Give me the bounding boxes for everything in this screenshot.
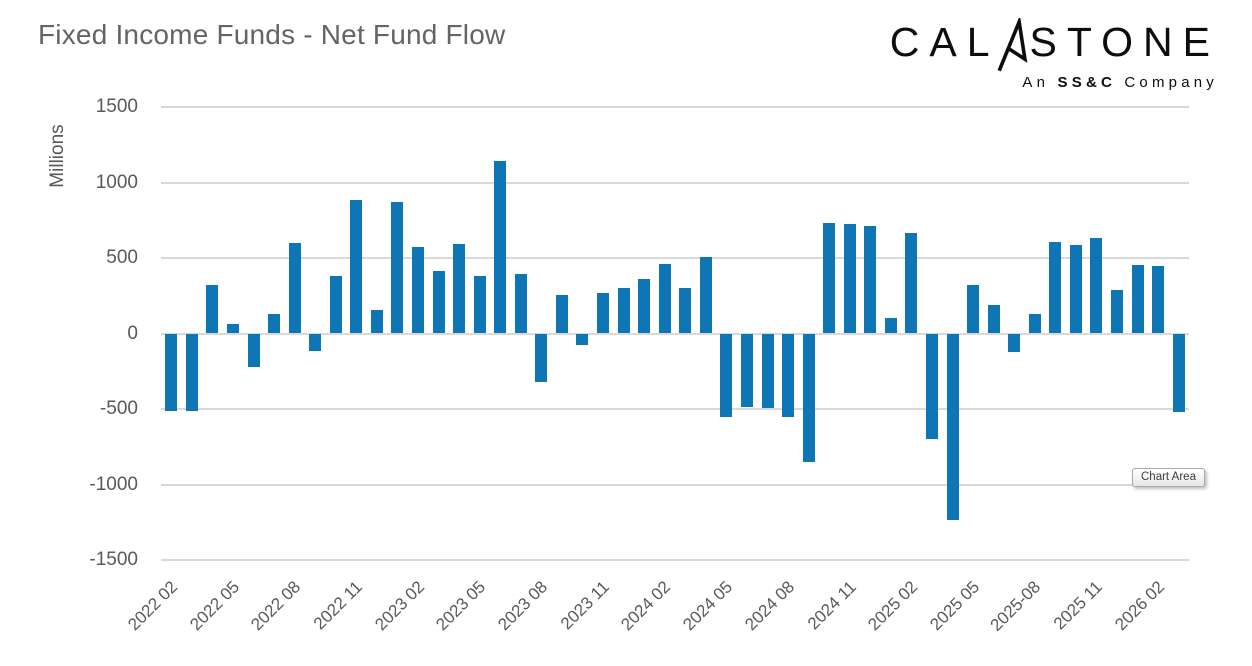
logo-subtitle-suffix: Company [1116,74,1218,91]
bar-2025-03[interactable] [926,333,938,440]
logo-text-left: CAL [889,19,1000,65]
logo-subtitle-ssc: SS&C [1057,74,1117,91]
bar-2024-05[interactable] [720,333,733,417]
chart-title: Fixed Income Funds - Net Fund Flow [38,19,506,50]
bar-2023-04[interactable] [453,244,466,334]
chart-area-tooltip: Chart Area [1132,468,1205,487]
bar-2022-04[interactable] [206,285,219,334]
x-tick-label-2024-08: 2024 08 [740,577,798,635]
bar-2023-06[interactable] [494,161,507,334]
bar-2023-02[interactable] [412,247,424,334]
bar-2026-02[interactable] [1152,265,1165,334]
gridline-0 [161,332,1189,335]
bar-2022-09[interactable] [309,333,322,351]
gridline-1000 [161,181,1189,184]
bar-2022-07[interactable] [268,313,281,334]
x-tick-label-2022-08: 2022 08 [247,577,305,635]
x-tick-label-2025-11: 2025 11 [1050,577,1107,634]
bar-2024-04[interactable] [699,257,712,334]
bar-2025-11[interactable] [1090,237,1103,334]
gridline-500 [161,257,1189,259]
y-tick-label-1000: 1000 [95,171,138,193]
bar-2022-02[interactable] [165,333,178,412]
bar-2025-02[interactable] [905,233,918,334]
bar-2025-08[interactable] [1028,313,1041,334]
bar-2024-07[interactable] [761,333,774,409]
y-tick-label--500: -500 [99,398,138,419]
bar-2022-10[interactable] [329,276,342,334]
logo-subtitle-prefix: An [1022,74,1058,91]
bar-2023-11[interactable] [597,292,610,334]
bar-2022-08[interactable] [288,242,301,334]
bar-2024-02[interactable] [658,264,671,334]
bar-2023-03[interactable] [432,270,445,334]
x-tick-label-2022-05: 2022 05 [185,577,243,635]
calastone-logo: CAL STONE An SS&C Company [890,18,1220,91]
x-tick-label-2023-11: 2023 11 [556,577,613,634]
bar-2026-01[interactable] [1131,264,1144,334]
bar-2022-06[interactable] [247,333,260,367]
bar-2025-01[interactable] [884,317,897,334]
bar-2023-10[interactable] [576,333,589,345]
bar-2024-01[interactable] [638,279,651,334]
bar-2022-05[interactable] [226,323,239,334]
bar-2024-11[interactable] [843,224,856,334]
calastone-a-mark-icon [997,18,1027,72]
bar-2025-10[interactable] [1069,245,1082,334]
bar-2023-09[interactable] [555,294,568,334]
bar-2025-09[interactable] [1049,242,1062,334]
bar-2024-12[interactable] [864,226,877,334]
y-tick-label-500: 500 [106,247,138,268]
bar-2023-07[interactable] [514,273,527,334]
x-tick-label-2024-11: 2024 11 [803,577,860,634]
x-tick-label-2023-05: 2023 05 [432,577,490,635]
y-tick-label--1000: -1000 [89,473,138,495]
logo-text-right: STONE [1029,19,1220,65]
calastone-wordmark: CAL STONE [890,18,1220,72]
bar-2023-01[interactable] [391,202,404,334]
y-tick-label-0: 0 [127,322,138,344]
bar-2024-08[interactable] [782,333,795,417]
bar-2025-07[interactable] [1008,333,1021,352]
bar-2024-03[interactable] [679,288,692,334]
x-tick-label-2023-02: 2023 02 [370,577,428,635]
y-tick-label-1500: 1500 [95,96,138,117]
bar-2022-12[interactable] [370,310,383,334]
x-tick-label-2023-08: 2023 08 [494,577,552,635]
x-tick-label-2024-05: 2024 05 [679,577,737,635]
bar-2026-03[interactable] [1172,333,1185,413]
logo-subtitle: An SS&C Company [890,75,1220,91]
x-tick-label-2022-02: 2022 02 [124,577,182,635]
bar-2023-12[interactable] [617,288,630,334]
bar-2025-06[interactable] [987,304,1000,334]
gridline--1500 [161,559,1189,561]
bar-2023-05[interactable] [473,276,486,334]
bar-2024-10[interactable] [823,223,836,334]
x-tick-label-2025-02: 2025 02 [864,577,922,635]
x-tick-label-2026-02: 2026 02 [1111,577,1168,635]
gridline-1500 [161,106,1189,108]
y-tick-label--1500: -1500 [89,549,138,570]
bar-2025-05[interactable] [967,285,980,334]
bar-2024-06[interactable] [740,333,753,408]
bar-2022-03[interactable] [185,333,198,412]
x-tick-label-2022-11: 2022 11 [310,577,367,634]
x-tick-label-2025-08: 2025-08 [986,577,1045,635]
bar-2025-12[interactable] [1111,289,1124,334]
bar-2025-04[interactable] [946,333,959,520]
bar-2022-11[interactable] [350,199,363,334]
x-tick-label-2025-05: 2025 05 [925,577,983,635]
bar-2024-09[interactable] [802,333,815,462]
gridline--500 [161,408,1189,410]
gridline--1000 [161,483,1189,486]
bar-2023-08[interactable] [535,333,548,382]
x-tick-label-2024-02: 2024 02 [617,577,675,635]
plot-area[interactable] [161,106,1189,561]
